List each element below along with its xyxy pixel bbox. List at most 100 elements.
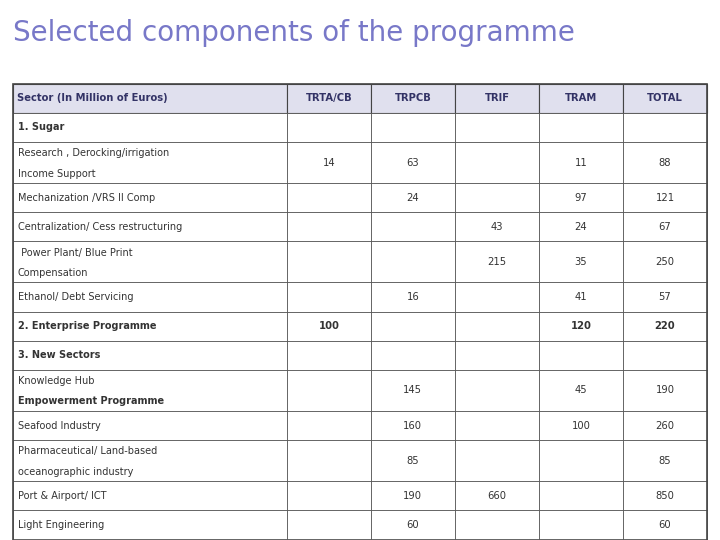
Bar: [455, 113, 539, 142]
Bar: [539, 370, 623, 411]
Bar: [287, 440, 371, 481]
Text: 16: 16: [407, 292, 419, 302]
Bar: [455, 241, 539, 282]
Bar: [539, 440, 623, 481]
Bar: [539, 411, 623, 440]
Bar: [455, 312, 539, 341]
Bar: [287, 411, 371, 440]
Text: 45: 45: [575, 386, 588, 395]
Text: TOTAL: TOTAL: [647, 93, 683, 103]
Bar: [371, 282, 455, 312]
Bar: [539, 341, 623, 370]
Bar: [371, 183, 455, 212]
Bar: [13, 282, 287, 312]
Bar: [371, 113, 455, 142]
Bar: [455, 183, 539, 212]
Bar: [371, 142, 455, 183]
Bar: [623, 440, 707, 481]
Text: Empowerment Programme: Empowerment Programme: [18, 396, 164, 406]
Bar: [455, 440, 539, 481]
Bar: [13, 510, 287, 539]
Text: 41: 41: [575, 292, 588, 302]
Text: TRPCB: TRPCB: [395, 93, 431, 103]
Bar: [371, 440, 455, 481]
Bar: [371, 510, 455, 539]
Text: 24: 24: [575, 222, 588, 232]
Bar: [455, 370, 539, 411]
Bar: [287, 241, 371, 282]
Bar: [539, 113, 623, 142]
Text: Light Engineering: Light Engineering: [18, 520, 104, 530]
Text: Knowledge Hub: Knowledge Hub: [18, 376, 94, 386]
Bar: [455, 142, 539, 183]
Text: 1. Sugar: 1. Sugar: [18, 123, 64, 132]
Bar: [13, 440, 287, 481]
Text: oceanographic industry: oceanographic industry: [18, 467, 133, 477]
Text: 60: 60: [659, 520, 671, 530]
Text: 67: 67: [659, 222, 671, 232]
Bar: [623, 481, 707, 510]
Text: 121: 121: [655, 193, 675, 202]
Text: 43: 43: [490, 222, 503, 232]
Bar: [287, 510, 371, 539]
Text: Pharmaceutical/ Land-based: Pharmaceutical/ Land-based: [18, 447, 157, 456]
Bar: [455, 481, 539, 510]
Bar: [455, 411, 539, 440]
Text: Centralization/ Cess restructuring: Centralization/ Cess restructuring: [18, 222, 182, 232]
Bar: [539, 481, 623, 510]
Text: 85: 85: [407, 456, 419, 465]
Bar: [371, 312, 455, 341]
Text: 850: 850: [656, 491, 675, 501]
Text: 215: 215: [487, 257, 506, 267]
Text: Income Support: Income Support: [18, 169, 96, 179]
Text: 190: 190: [403, 491, 423, 501]
Bar: [623, 241, 707, 282]
Text: 97: 97: [575, 193, 588, 202]
Bar: [539, 212, 623, 241]
Text: Seafood Industry: Seafood Industry: [18, 421, 101, 430]
Text: Selected components of the programme: Selected components of the programme: [13, 19, 575, 47]
Bar: [13, 212, 287, 241]
Bar: [371, 481, 455, 510]
Bar: [623, 212, 707, 241]
Bar: [371, 84, 455, 113]
Bar: [287, 282, 371, 312]
Text: 3. New Sectors: 3. New Sectors: [18, 350, 100, 360]
Text: Sector (In Million of Euros): Sector (In Million of Euros): [17, 93, 168, 103]
Text: TRAM: TRAM: [564, 93, 597, 103]
Bar: [13, 84, 287, 113]
Bar: [623, 341, 707, 370]
Text: 145: 145: [403, 386, 423, 395]
Bar: [371, 341, 455, 370]
Text: 160: 160: [403, 421, 423, 430]
Bar: [455, 341, 539, 370]
Text: 100: 100: [318, 321, 339, 331]
Bar: [455, 84, 539, 113]
Bar: [623, 510, 707, 539]
Bar: [623, 113, 707, 142]
Bar: [623, 370, 707, 411]
Text: 11: 11: [575, 158, 588, 167]
Text: 120: 120: [570, 321, 591, 331]
Bar: [287, 142, 371, 183]
Text: 88: 88: [659, 158, 671, 167]
Bar: [287, 113, 371, 142]
Text: Power Plant/ Blue Print: Power Plant/ Blue Print: [18, 248, 132, 258]
Text: TRIF: TRIF: [485, 93, 509, 103]
Bar: [287, 183, 371, 212]
Bar: [623, 84, 707, 113]
Bar: [455, 212, 539, 241]
Bar: [13, 411, 287, 440]
Text: 14: 14: [323, 158, 335, 167]
Text: Research , Derocking/irrigation: Research , Derocking/irrigation: [18, 148, 169, 158]
Bar: [539, 312, 623, 341]
Text: 24: 24: [407, 193, 419, 202]
Bar: [371, 241, 455, 282]
Bar: [623, 411, 707, 440]
Bar: [371, 411, 455, 440]
Text: 190: 190: [655, 386, 675, 395]
Text: 35: 35: [575, 257, 588, 267]
Bar: [287, 481, 371, 510]
Bar: [287, 84, 371, 113]
Bar: [455, 510, 539, 539]
